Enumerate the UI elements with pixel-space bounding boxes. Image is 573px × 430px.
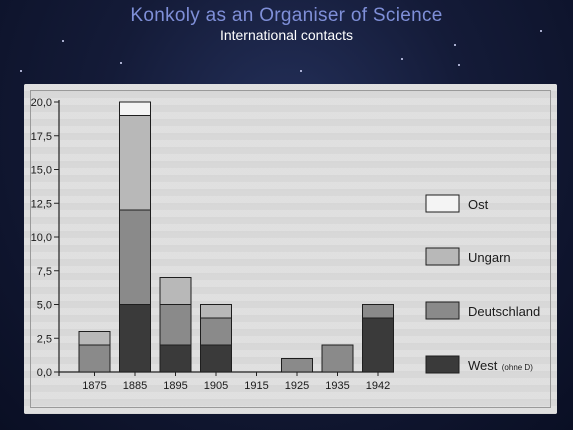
x-tick-label: 1875: [82, 380, 106, 392]
bar-ungarn-1885: [119, 115, 151, 211]
chart-figure: 0,0 2,5 5,0 7,5 10,0 12,5 15,0 17,5 20,0 1875 1885…: [24, 84, 557, 414]
star: [62, 40, 64, 42]
y-tick-label: 0,0: [37, 367, 52, 379]
bar-deutschland-1905: [200, 317, 232, 346]
legend-swatch-ungarn: [425, 247, 460, 266]
bar-ost-1885: [119, 101, 151, 116]
star: [454, 44, 456, 46]
bar-deutschland-1942: [362, 304, 394, 319]
star: [120, 62, 122, 64]
x-tick-label: 1885: [123, 380, 147, 392]
bar-deutschland-1895: [159, 304, 192, 346]
bar-deutschland-1875: [78, 344, 111, 373]
bar-deutschland-1885: [119, 209, 151, 305]
y-tick-label: 20,0: [31, 97, 52, 109]
x-tick-label: 1895: [163, 380, 187, 392]
legend-label-ungarn: Ungarn: [468, 250, 511, 265]
y-tick-label: 17,5: [31, 131, 52, 143]
bar-west-1885: [119, 304, 151, 373]
y-tick-label: 7,5: [37, 266, 52, 278]
legend-swatch-deutschland: [425, 301, 460, 320]
legend-note-west: (ohne D): [502, 363, 533, 372]
stacked-bar-chart: 0,0 2,5 5,0 7,5 10,0 12,5 15,0 17,5 20,0 1875 1885…: [31, 97, 541, 392]
star: [401, 58, 403, 60]
star: [458, 64, 460, 66]
star: [20, 70, 22, 72]
y-tick-label: 2,5: [37, 333, 52, 345]
bar-ungarn-1905: [200, 304, 232, 319]
x-tick-label: 1935: [325, 380, 349, 392]
legend-swatch-west: [425, 355, 460, 374]
star: [540, 30, 542, 32]
y-tick-label: 5,0: [37, 300, 52, 312]
legend-label-ost: Ost: [468, 197, 489, 212]
x-tick-label: 1925: [285, 380, 309, 392]
x-tick-label: 1915: [244, 380, 268, 392]
bar-west-1942: [362, 317, 394, 373]
x-tick-label: 1905: [204, 380, 228, 392]
bar-ungarn-1875: [78, 331, 111, 346]
legend-label-deutschland: Deutschland: [468, 304, 540, 319]
y-tick-label: 12,5: [31, 198, 52, 210]
bar-west-1895: [159, 344, 192, 373]
bar-deutschland-1925: [281, 358, 313, 373]
x-tick-label: 1942: [366, 380, 390, 392]
figure-frame: [30, 90, 551, 408]
bar-deutschland-1935: [321, 344, 354, 373]
y-tick-label: 10,0: [31, 232, 52, 244]
legend-swatch-ost: [425, 194, 460, 213]
star: [300, 70, 302, 72]
slide-subtitle: International contacts: [219, 27, 354, 43]
bar-west-1905: [200, 344, 232, 373]
y-tick-label: 15,0: [31, 165, 52, 177]
bar-ungarn-1895: [159, 277, 192, 305]
slide-title: Konkoly as an Organiser of Science: [130, 5, 443, 26]
legend-label-west: West: [468, 358, 498, 373]
